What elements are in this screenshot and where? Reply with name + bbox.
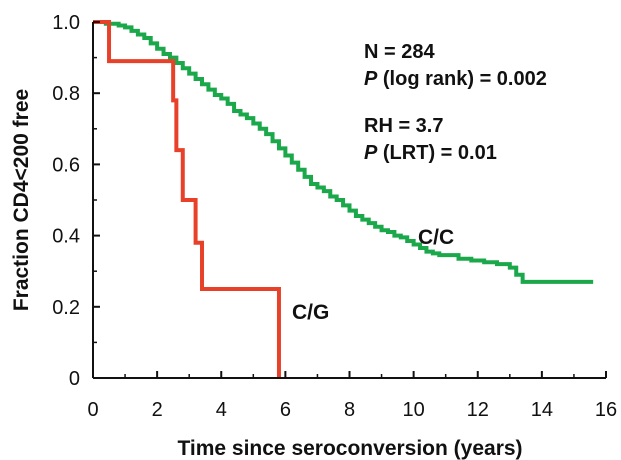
annotation-rh: RH = 3.7 (364, 115, 443, 137)
y-tick-label: 0.2 (52, 297, 80, 319)
x-tick-label: 6 (280, 399, 291, 421)
x-tick-label: 0 (87, 399, 98, 421)
annotation-p-log-rank-prefix: P (364, 68, 378, 90)
series-line-cc (93, 20, 594, 284)
x-tick-label: 2 (152, 399, 163, 421)
x-tick-label: 16 (595, 399, 617, 421)
x-tick-label: 14 (531, 399, 553, 421)
annotation-p-lrt-rest: (LRT) = 0.01 (377, 142, 496, 164)
series-line-cg (93, 20, 281, 378)
annotation-p-lrt-prefix: P (364, 142, 378, 164)
x-axis-title: Time since seroconversion (years) (177, 437, 522, 460)
y-tick-label: 0.8 (52, 83, 80, 105)
y-tick-label: 0 (69, 368, 80, 390)
series-label-cg: C/G (292, 301, 329, 324)
x-tick-label: 8 (344, 399, 355, 421)
x-tick-label: 12 (467, 399, 489, 421)
x-tick-label: 10 (403, 399, 425, 421)
annotation-p-lrt: P (LRT) = 0.01 (364, 142, 497, 164)
series-layer (93, 20, 594, 378)
y-tick-label: 0.4 (52, 226, 80, 248)
x-tick-label: 4 (216, 399, 227, 421)
y-tick-label: 1.0 (52, 12, 80, 34)
y-tick-label: 0.6 (52, 154, 80, 176)
y-axis-title: Fraction CD4<200 free (10, 89, 33, 311)
series-label-cc: C/C (418, 226, 454, 249)
annotation-n: N = 284 (364, 41, 435, 63)
annotation-p-log-rank-rest: (log rank) = 0.002 (377, 68, 547, 90)
ticks-layer: 0 2 4 6 8 10 12 14 16 0 0.2 0.4 0.6 0.8 1.0 (52, 12, 617, 421)
annotation-p-log-rank: P (log rank) = 0.002 (364, 68, 547, 90)
